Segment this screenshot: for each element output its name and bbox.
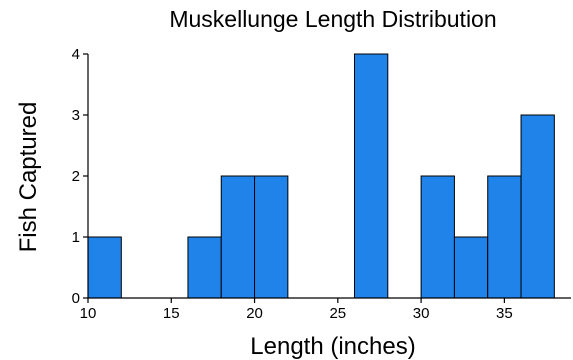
x-tick-label-15: 15	[163, 305, 180, 322]
histogram-bar-32-34	[453, 236, 489, 299]
x-tick-label-10: 10	[80, 305, 97, 322]
histogram-bar-30-32	[420, 175, 455, 299]
histogram-bar-36-38	[520, 114, 555, 299]
histogram-bar-26-28	[353, 53, 389, 299]
histogram-bar-16-18	[187, 236, 222, 299]
y-tick-label-3: 3	[72, 107, 80, 124]
y-axis-label: Fish Captured	[15, 102, 42, 253]
y-tick-label-4: 4	[72, 46, 80, 63]
x-tick-label-20: 20	[246, 305, 263, 322]
x-axis-label: Length (inches)	[250, 333, 415, 360]
bars-group	[87, 53, 555, 299]
histogram-bar-34-36	[487, 175, 522, 299]
histogram-bar-10-12	[87, 236, 122, 299]
x-tick-label-30: 30	[413, 305, 430, 322]
y-tick-label-1: 1	[72, 229, 80, 246]
x-tick-label-35: 35	[496, 305, 513, 322]
chart-title: Muskellunge Length Distribution	[169, 6, 496, 32]
histogram-bar-18-20	[220, 175, 256, 299]
y-tick-label-2: 2	[72, 168, 80, 185]
axes-group: 0 1 2 3 4 10 15 20 25 30 35	[72, 46, 571, 322]
histogram-bar-20-22	[254, 175, 289, 299]
y-tick-label-0: 0	[72, 290, 80, 307]
x-tick-label-25: 25	[329, 305, 346, 322]
